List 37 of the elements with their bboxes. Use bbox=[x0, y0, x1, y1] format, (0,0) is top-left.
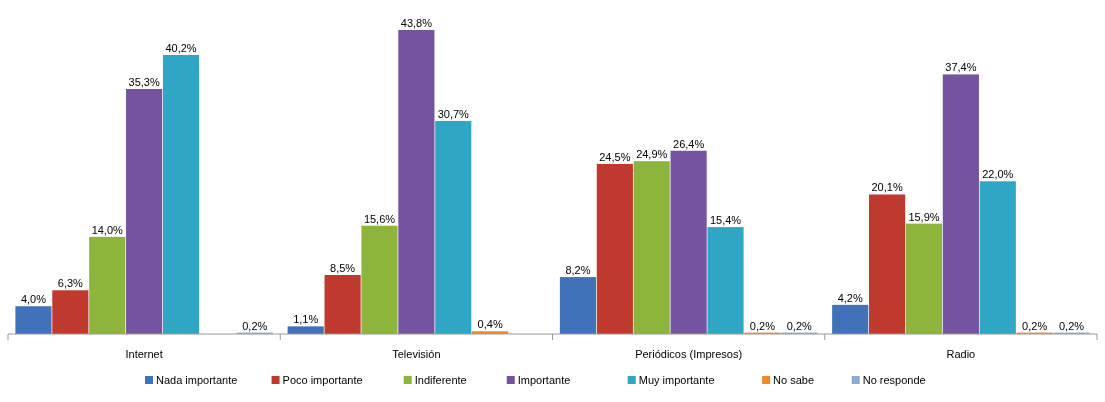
legend-label: No sabe bbox=[773, 374, 815, 386]
data-label: 15,6% bbox=[363, 212, 396, 225]
data-label: 4,2% bbox=[837, 291, 863, 304]
data-label: 24,5% bbox=[599, 150, 631, 163]
data-label: 0,2% bbox=[786, 319, 813, 332]
data-label: 14,0% bbox=[91, 223, 124, 236]
legend-label: Muy importante bbox=[638, 374, 715, 386]
legend-label: Nada importante bbox=[156, 374, 238, 386]
data-label: 0,4% bbox=[477, 318, 503, 331]
data-label: 6,3% bbox=[57, 277, 84, 290]
data-label: 4,0% bbox=[20, 293, 47, 306]
data-label: 22,0% bbox=[982, 168, 1014, 181]
legend-label: No responde bbox=[862, 374, 926, 386]
data-label: 15,4% bbox=[709, 214, 742, 227]
data-label: 8,2% bbox=[565, 264, 591, 277]
data-label: 0,2% bbox=[1022, 319, 1048, 332]
data-label: 20,1% bbox=[871, 181, 903, 194]
data-label: 30,7% bbox=[437, 107, 470, 120]
data-label: 0,2% bbox=[1059, 319, 1085, 332]
legend-label: Poco importante bbox=[282, 374, 363, 386]
data-label: 15,9% bbox=[908, 210, 940, 223]
data-label: 43,8% bbox=[400, 17, 433, 29]
data-label: 1,1% bbox=[293, 313, 319, 326]
data-label: 37,4% bbox=[945, 61, 977, 74]
data-label: 26,4% bbox=[673, 137, 705, 150]
data-label: 35,3% bbox=[128, 76, 160, 88]
legend-label: Importante bbox=[517, 374, 571, 386]
data-label: 40,2% bbox=[165, 41, 197, 54]
data-label: 0,2% bbox=[749, 319, 776, 332]
x-tick-label: Periódicos (Impresos) bbox=[635, 348, 743, 360]
x-tick-label: Televisión bbox=[392, 348, 441, 360]
data-label: 8,5% bbox=[330, 262, 356, 274]
data-label: 24,9% bbox=[636, 148, 668, 161]
legend-label: Indiferente bbox=[414, 374, 467, 386]
x-tick-label: Internet bbox=[125, 348, 163, 360]
data-label: 0,2% bbox=[242, 319, 268, 332]
x-tick-label: Radio bbox=[946, 348, 976, 360]
